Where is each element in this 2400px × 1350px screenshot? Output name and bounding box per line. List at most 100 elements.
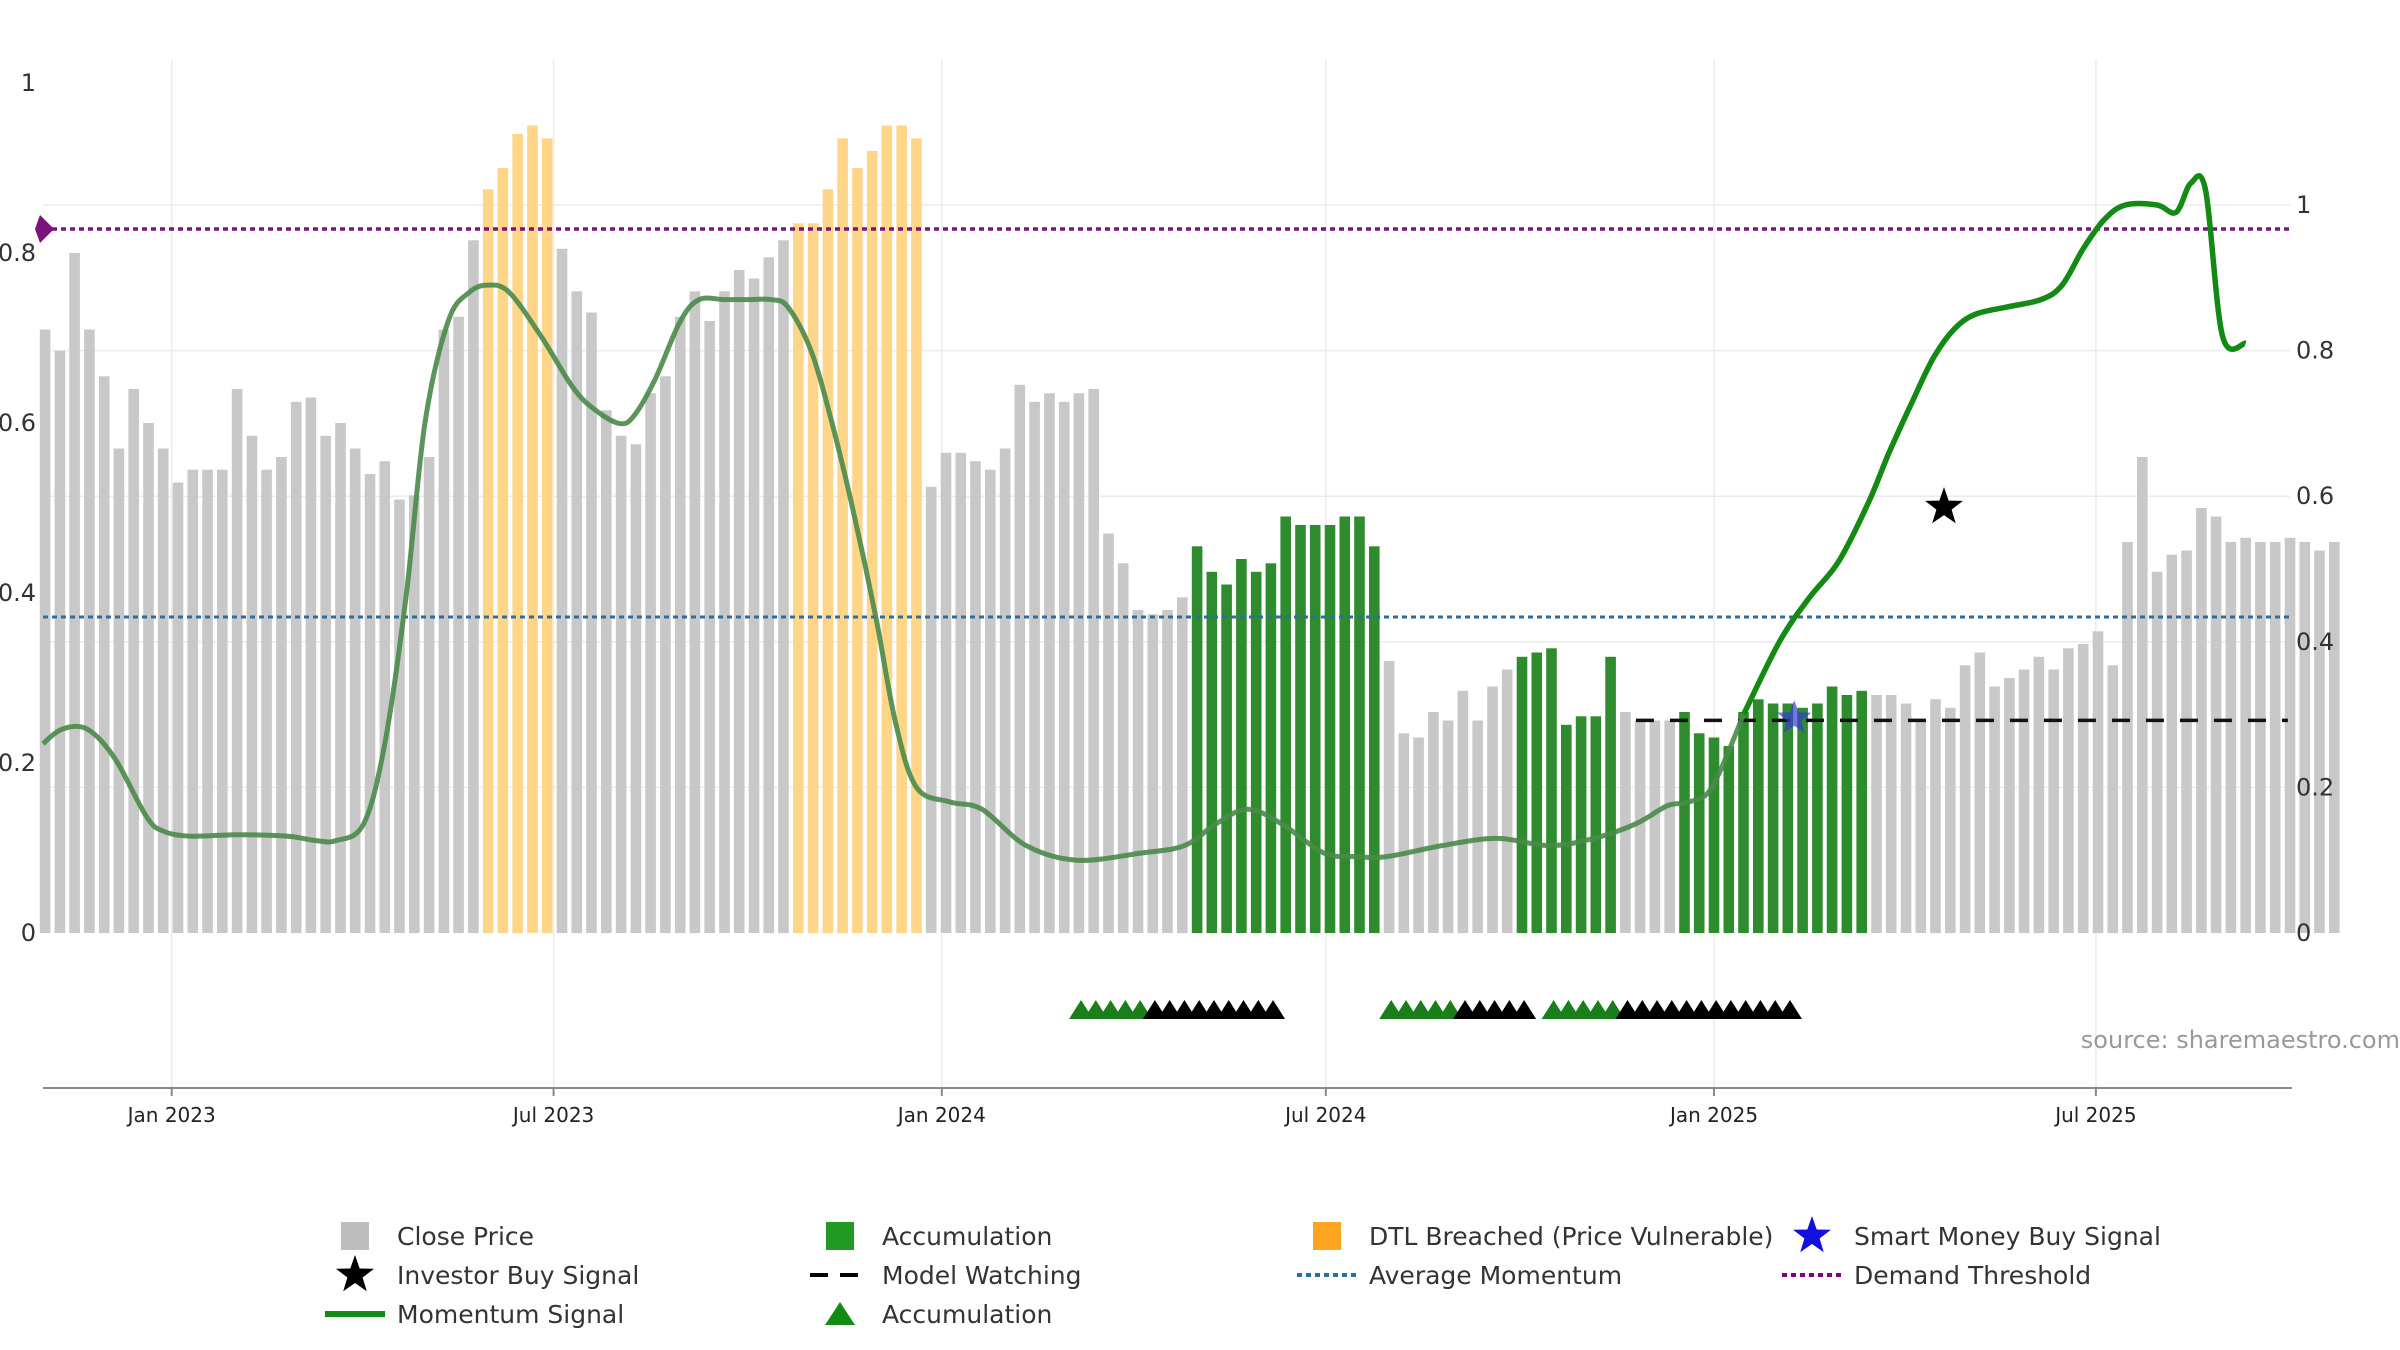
legend-swatch-close-price — [341, 1222, 369, 1250]
close-price-bar — [276, 457, 287, 933]
close-price-bar — [1959, 665, 1971, 934]
close-price-bar — [1117, 563, 1129, 934]
close-price-bar — [1974, 652, 1986, 933]
close-price-bar — [217, 469, 228, 933]
close-price-bar — [2018, 669, 2030, 933]
y-right-tick-label: 0.8 — [2296, 337, 2334, 365]
close-price-bar — [423, 457, 435, 933]
close-price-bar — [985, 469, 996, 933]
close-price-bar — [69, 253, 80, 933]
accumulation-bar — [1708, 737, 1720, 933]
close-price-bar — [925, 486, 937, 934]
legend: Close Price Accumulation DTL Breached (Pri… — [325, 1216, 2161, 1329]
close-price-bar — [2329, 542, 2340, 933]
close-price-bar — [1177, 597, 1188, 934]
close-price-bar — [2166, 554, 2178, 934]
close-price-bar — [1132, 610, 1144, 933]
close-price-bar — [2033, 656, 2045, 934]
close-price-bar — [98, 376, 110, 934]
x-tick-label: Jul 2025 — [2053, 1103, 2136, 1127]
dtl-breached-bar — [541, 138, 553, 934]
close-price-bar — [630, 444, 642, 933]
close-price-bar — [1620, 712, 1631, 933]
legend-label: Demand Threshold — [1854, 1261, 2091, 1290]
close-price-bar — [2137, 457, 2148, 933]
x-tick-label: Jan 2024 — [896, 1103, 986, 1127]
close-price-bar — [1871, 695, 1882, 933]
accumulation-bar — [1309, 525, 1321, 933]
legend-star-investor-buy-signal — [336, 1255, 374, 1292]
close-price-bar — [571, 291, 583, 934]
axes: Jan 2023 Jul 2023 Jan 2024 Jul 2024 Jan 2025… — [0, 69, 2334, 1127]
legend-item: Close Price — [341, 1222, 534, 1251]
close-price-bar — [128, 389, 139, 933]
x-tick-label: Jan 2025 — [1668, 1103, 1758, 1127]
dtl-breached-bar — [852, 168, 863, 933]
accumulation-bar — [1575, 716, 1587, 934]
close-price-bar — [364, 474, 376, 933]
close-price-bar — [1442, 720, 1454, 933]
y-right-tick-label: 0.2 — [2296, 773, 2334, 801]
close-price-bar — [305, 397, 317, 933]
accumulation-bar — [1797, 707, 1808, 934]
legend-label: Average Momentum — [1369, 1261, 1622, 1290]
close-price-bar — [231, 389, 243, 933]
dtl-breached-bar — [497, 168, 509, 933]
signal-lines — [35, 173, 2290, 863]
close-price-bar — [2004, 678, 2015, 933]
legend-star-smart-money-buy-signal — [1793, 1216, 1831, 1253]
close-price-bar — [2092, 631, 2104, 934]
y-right-tick-label: 0.4 — [2296, 628, 2334, 656]
accumulation-bar — [1782, 703, 1794, 933]
x-tick-label: Jul 2023 — [511, 1103, 594, 1127]
dtl-breached-bar — [527, 125, 538, 933]
accumulation-bar — [1250, 571, 1262, 934]
close-price-bar — [1634, 720, 1646, 933]
accumulation-bar — [1324, 525, 1336, 933]
close-price-bar — [2122, 542, 2133, 933]
smart-money-buy-star — [1777, 700, 1812, 733]
close-price-bar — [1029, 401, 1040, 934]
close-price-bar — [290, 401, 302, 934]
legend-item: Demand Threshold — [1782, 1261, 2091, 1290]
close-price-bar — [2196, 508, 2207, 933]
close-price-bar — [1501, 669, 1513, 933]
legend-item: Model Watching — [810, 1261, 1082, 1290]
close-price-bar — [748, 278, 760, 933]
close-price-bar — [733, 270, 745, 933]
close-price-bar — [113, 448, 125, 933]
close-price-bar — [1900, 703, 1912, 933]
close-price-bar — [1989, 686, 2000, 933]
close-price-bar — [2063, 648, 2074, 934]
legend-item: Average Momentum — [1297, 1261, 1622, 1290]
close-price-bar — [704, 321, 715, 933]
close-price-bar — [2151, 571, 2163, 934]
source-label: source: sharemaestro.com — [2081, 1026, 2400, 1054]
y-right-tick-label: 1 — [2296, 191, 2311, 219]
close-price-bar — [379, 461, 391, 933]
legend-item: Momentum Signal — [325, 1300, 624, 1329]
dtl-breached-bar — [482, 189, 494, 934]
close-price-bar — [1649, 720, 1661, 933]
y-left-tick-label: 0.8 — [0, 239, 36, 267]
accumulation-triangle — [1261, 1000, 1286, 1019]
close-price-bar — [453, 316, 464, 934]
close-price-bar — [1930, 699, 1941, 934]
close-price-bar — [349, 448, 361, 933]
close-price-bar — [438, 329, 450, 933]
close-price-bar — [1487, 686, 1498, 933]
y-left-tick-label: 0.4 — [0, 579, 36, 607]
accumulation-bar — [1206, 571, 1218, 934]
legend-item: Investor Buy Signal — [336, 1255, 639, 1292]
close-price-bar — [940, 452, 952, 933]
close-price-bar — [2240, 537, 2251, 934]
accumulation-bar — [1265, 563, 1277, 934]
close-price-bar — [1073, 393, 1085, 934]
accumulation-bar — [1354, 516, 1365, 933]
dtl-breached-bar — [911, 138, 922, 934]
accumulation-bar — [1369, 546, 1380, 934]
y-left-tick-label: 0.2 — [0, 749, 36, 777]
accumulation-bar — [1339, 516, 1351, 933]
close-price-bar — [615, 435, 627, 933]
